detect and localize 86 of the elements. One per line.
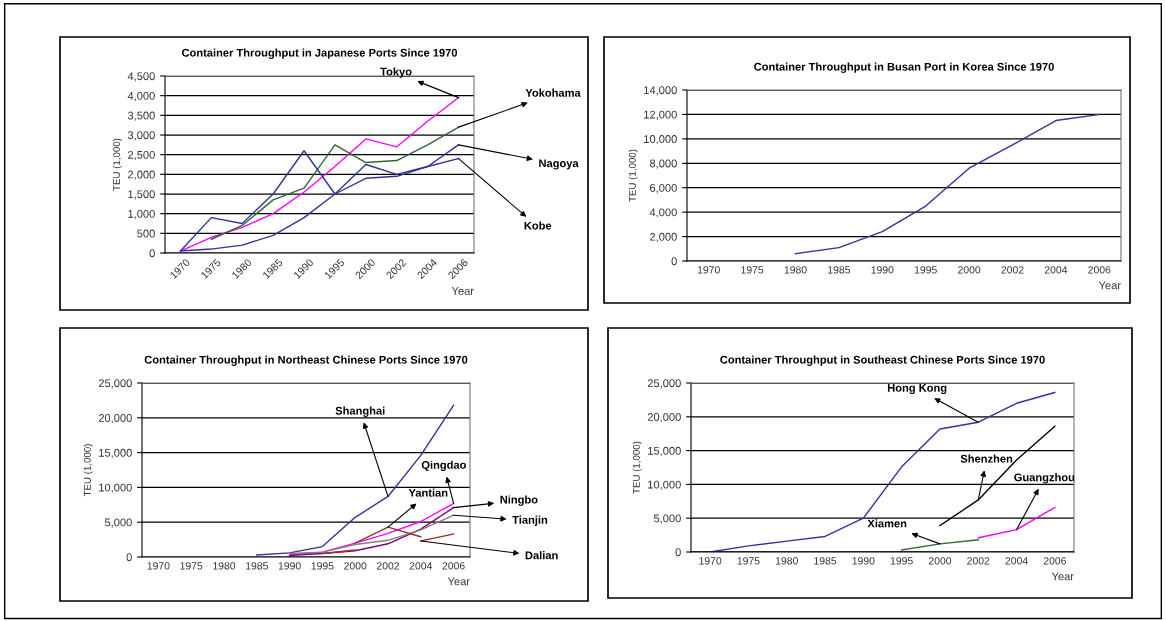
y-tick-label: 15,000 <box>648 446 681 457</box>
x-axis-title: Year <box>1051 572 1074 581</box>
x-tick-label: 1975 <box>180 562 203 570</box>
x-tick-label: 1985 <box>814 557 837 565</box>
y-tick-label: 20,000 <box>98 414 132 424</box>
y-axis-title: TEU (1,000) <box>632 441 642 494</box>
x-axis-title: Year <box>447 577 470 586</box>
y-tick-label: 2,000 <box>128 170 155 180</box>
x-tick-label: 2006 <box>1088 266 1111 274</box>
y-tick-label: 0 <box>126 553 132 562</box>
x-tick-label: 1975 <box>741 266 764 274</box>
y-axis-title: TEU (1,000) <box>628 149 638 202</box>
x-tick-label: 2002 <box>1001 266 1024 274</box>
x-tick-label: 1975 <box>737 557 760 565</box>
y-tick-label: 0 <box>149 249 155 258</box>
x-tick-label: 1980 <box>784 266 807 274</box>
x-tick-label: 2000 <box>928 557 952 565</box>
annotation: Shanghai <box>335 406 385 417</box>
x-tick-label: 2006 <box>1043 557 1066 565</box>
y-tick-label: 14,000 <box>644 86 677 96</box>
y-tick-label: 8,000 <box>649 159 677 169</box>
y-tick-label: 4,000 <box>649 208 677 218</box>
x-axis-title: Year <box>1098 281 1121 290</box>
x-tick-label: 1970 <box>697 266 720 274</box>
y-tick-label: 0 <box>675 548 681 557</box>
y-tick-label: 2,000 <box>650 232 677 243</box>
x-axis-title: Year <box>451 287 474 295</box>
y-tick-label: 500 <box>137 229 155 238</box>
x-tick-label: 1980 <box>775 557 798 565</box>
x-tick-label: 2004 <box>1005 557 1028 565</box>
y-tick-label: 4,000 <box>127 91 155 102</box>
annotation: Yokohama <box>525 88 581 97</box>
y-tick-label: 25,000 <box>98 379 132 389</box>
chart-title: Container Throughput in Japanese Ports Since 1970 <box>181 48 458 59</box>
y-tick-label: 10,000 <box>644 135 677 145</box>
x-tick-label: 1990 <box>871 266 894 274</box>
y-axis-title: TEU (1,000) <box>83 444 93 497</box>
y-tick-label: 1,000 <box>128 209 155 220</box>
y-axis-title: TEU (1,000) <box>112 138 122 191</box>
y-tick-label: 12,000 <box>644 110 677 120</box>
x-tick-label: 2000 <box>958 266 981 274</box>
y-tick-label: 6,000 <box>650 183 677 194</box>
x-tick-label: 2000 <box>344 562 367 570</box>
x-tick-label: 2006 <box>442 562 465 570</box>
x-tick-label: 1980 <box>213 562 236 570</box>
y-tick-label: 0 <box>671 257 677 266</box>
annotation: Kobe <box>524 221 552 230</box>
x-tick-label: 1970 <box>147 562 170 570</box>
annotation: Guangzhou <box>1014 473 1075 484</box>
y-tick-label: 3,000 <box>127 131 155 141</box>
annotation: Tianjin <box>512 515 548 526</box>
y-tick-label: 2,500 <box>128 150 155 161</box>
y-tick-label: 5,000 <box>653 514 681 524</box>
y-tick-label: 3,500 <box>127 111 155 121</box>
y-tick-label: 5,000 <box>104 518 132 528</box>
y-tick-label: 15,000 <box>99 448 132 459</box>
x-tick-label: 2002 <box>376 562 400 570</box>
chart-title: Container Throughput in Northeast Chinese Ports Since 1970 <box>144 355 468 366</box>
x-tick-label: 1990 <box>852 557 875 565</box>
x-tick-label: 2004 <box>1044 266 1068 274</box>
x-tick-label: 1970 <box>699 557 722 565</box>
x-tick-label: 1995 <box>890 557 913 565</box>
annotation: Hong Kong <box>887 384 947 395</box>
y-tick-label: 4,500 <box>127 72 155 82</box>
x-tick-label: 1990 <box>278 562 301 570</box>
chart-title: Container Throughput in Southeast Chinese Ports Since 1970 <box>720 355 1045 366</box>
annotation: Yantian <box>408 488 448 497</box>
x-tick-label: 1985 <box>828 266 851 274</box>
chart-title: Container Throughput in Busan Port in Korea Since 1970 <box>754 62 1054 73</box>
y-tick-label: 1,500 <box>128 190 155 200</box>
annotation: Dalian <box>525 551 558 560</box>
y-tick-label: 10,000 <box>648 480 681 490</box>
annotation: Xiamen <box>867 519 907 528</box>
y-tick-label: 10,000 <box>99 483 132 493</box>
annotation: Ningbo <box>500 495 538 506</box>
y-tick-label: 25,000 <box>647 379 681 389</box>
x-tick-label: 1995 <box>914 266 937 274</box>
annotation: Shenzhen <box>960 454 1013 463</box>
annotation: Nagoya <box>539 159 579 170</box>
annotation: Tokyo <box>380 67 412 78</box>
x-tick-label: 1995 <box>311 562 334 570</box>
x-tick-label: 1985 <box>246 562 268 570</box>
x-tick-label: 2004 <box>409 562 433 570</box>
annotation: Qingdao <box>421 460 466 472</box>
y-tick-label: 20,000 <box>647 413 681 423</box>
x-tick-label: 2002 <box>967 557 990 565</box>
